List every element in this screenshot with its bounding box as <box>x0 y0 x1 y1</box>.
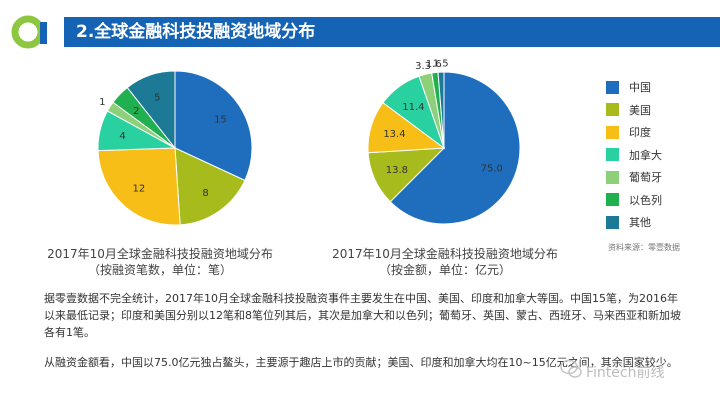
watermark: Fintech前线 <box>560 358 720 382</box>
pie-slice-1 <box>174 147 246 226</box>
slice-label-0: 15 <box>214 114 227 125</box>
slice-label-0: 75.0 <box>481 163 503 174</box>
pie-slice-0 <box>389 71 521 225</box>
pie2-title: 2017年10月全球金融科技投融资地域分布 <box>332 247 558 261</box>
legend-item-usa: 美国 <box>606 99 716 122</box>
title-bar: 2.全球金融科技投融资地域分布 <box>64 17 720 47</box>
slice-label-5: 1.6 <box>426 59 442 70</box>
source-note: 资料来源：零壹数据 <box>608 243 680 252</box>
slice-label-4: 1 <box>99 97 105 108</box>
legend-item-china: 中国 <box>606 76 716 99</box>
pie1-subtitle: （按融资笔数，单位：笔） <box>87 263 232 277</box>
pie-slice-6 <box>126 70 176 150</box>
pie-slice-6 <box>437 71 445 149</box>
pie2-caption: 2017年10月全球金融科技投融资地域分布 （按金额，单位：亿元） <box>310 246 580 278</box>
legend-swatch <box>606 193 619 207</box>
legend-swatch <box>606 215 619 229</box>
paragraph-2: 从融资金额看，中国以75.0亿元独占鳌头，主要源于趣店上市的贡献；美国、印度和加… <box>44 356 678 369</box>
wechat-icon <box>560 359 582 378</box>
legend-item-other: 其他 <box>606 211 716 234</box>
legend-swatch <box>606 148 619 162</box>
legend-item-israel: 以色列 <box>606 189 716 212</box>
logo <box>11 15 47 49</box>
legend-swatch <box>606 125 619 139</box>
slice-label-1: 8 <box>202 188 208 199</box>
slice-label-6: 1.5 <box>433 58 449 69</box>
legend-label: 美国 <box>629 103 651 117</box>
legend-label: 中国 <box>629 81 651 95</box>
pie-slice-0 <box>174 70 253 182</box>
legend-label: 加拿大 <box>629 148 662 162</box>
slice-label-1: 13.8 <box>386 165 408 176</box>
paragraph-1: 据零壹数据不完全统计，2017年10月全球金融科技投融资事件主要发生在中国、美国… <box>44 292 681 339</box>
pie-slice-2 <box>97 147 181 226</box>
slice-label-3: 4 <box>119 131 125 142</box>
legend-item-portugal: 葡萄牙 <box>606 166 716 189</box>
legend: 中国 美国 印度 加拿大 葡萄牙 以色列 其他 <box>606 76 716 234</box>
legend-label: 葡萄牙 <box>629 171 662 185</box>
watermark-text: Fintech前线 <box>586 365 665 381</box>
pie1-caption: 2017年10月全球金融科技投融资地域分布 （按融资笔数，单位：笔） <box>30 246 290 278</box>
slice-label-3: 11.4 <box>402 102 424 113</box>
pie2-subtitle: （按金额，单位：亿元） <box>378 263 511 277</box>
pie1-title: 2017年10月全球金融科技投融资地域分布 <box>47 247 273 261</box>
legend-label: 以色列 <box>629 193 662 207</box>
legend-label: 其他 <box>629 216 651 230</box>
legend-swatch <box>606 170 619 184</box>
pie-by-amount: 75.0 13.8 13.4 11.4 3.31.61.5 <box>367 58 521 225</box>
slice-label-4: 3.3 <box>415 61 431 72</box>
legend-label: 印度 <box>629 126 651 140</box>
page-title: 2.全球金融科技投融资地域分布 <box>76 22 316 42</box>
legend-swatch <box>606 103 619 117</box>
slice-label-6: 5 <box>154 93 160 104</box>
slice-label-5: 2 <box>133 106 139 117</box>
legend-swatch <box>606 80 619 94</box>
slice-label-2: 12 <box>132 183 145 194</box>
legend-item-canada: 加拿大 <box>606 144 716 167</box>
legend-item-india: 印度 <box>606 121 716 144</box>
slice-label-2: 13.4 <box>383 129 405 140</box>
